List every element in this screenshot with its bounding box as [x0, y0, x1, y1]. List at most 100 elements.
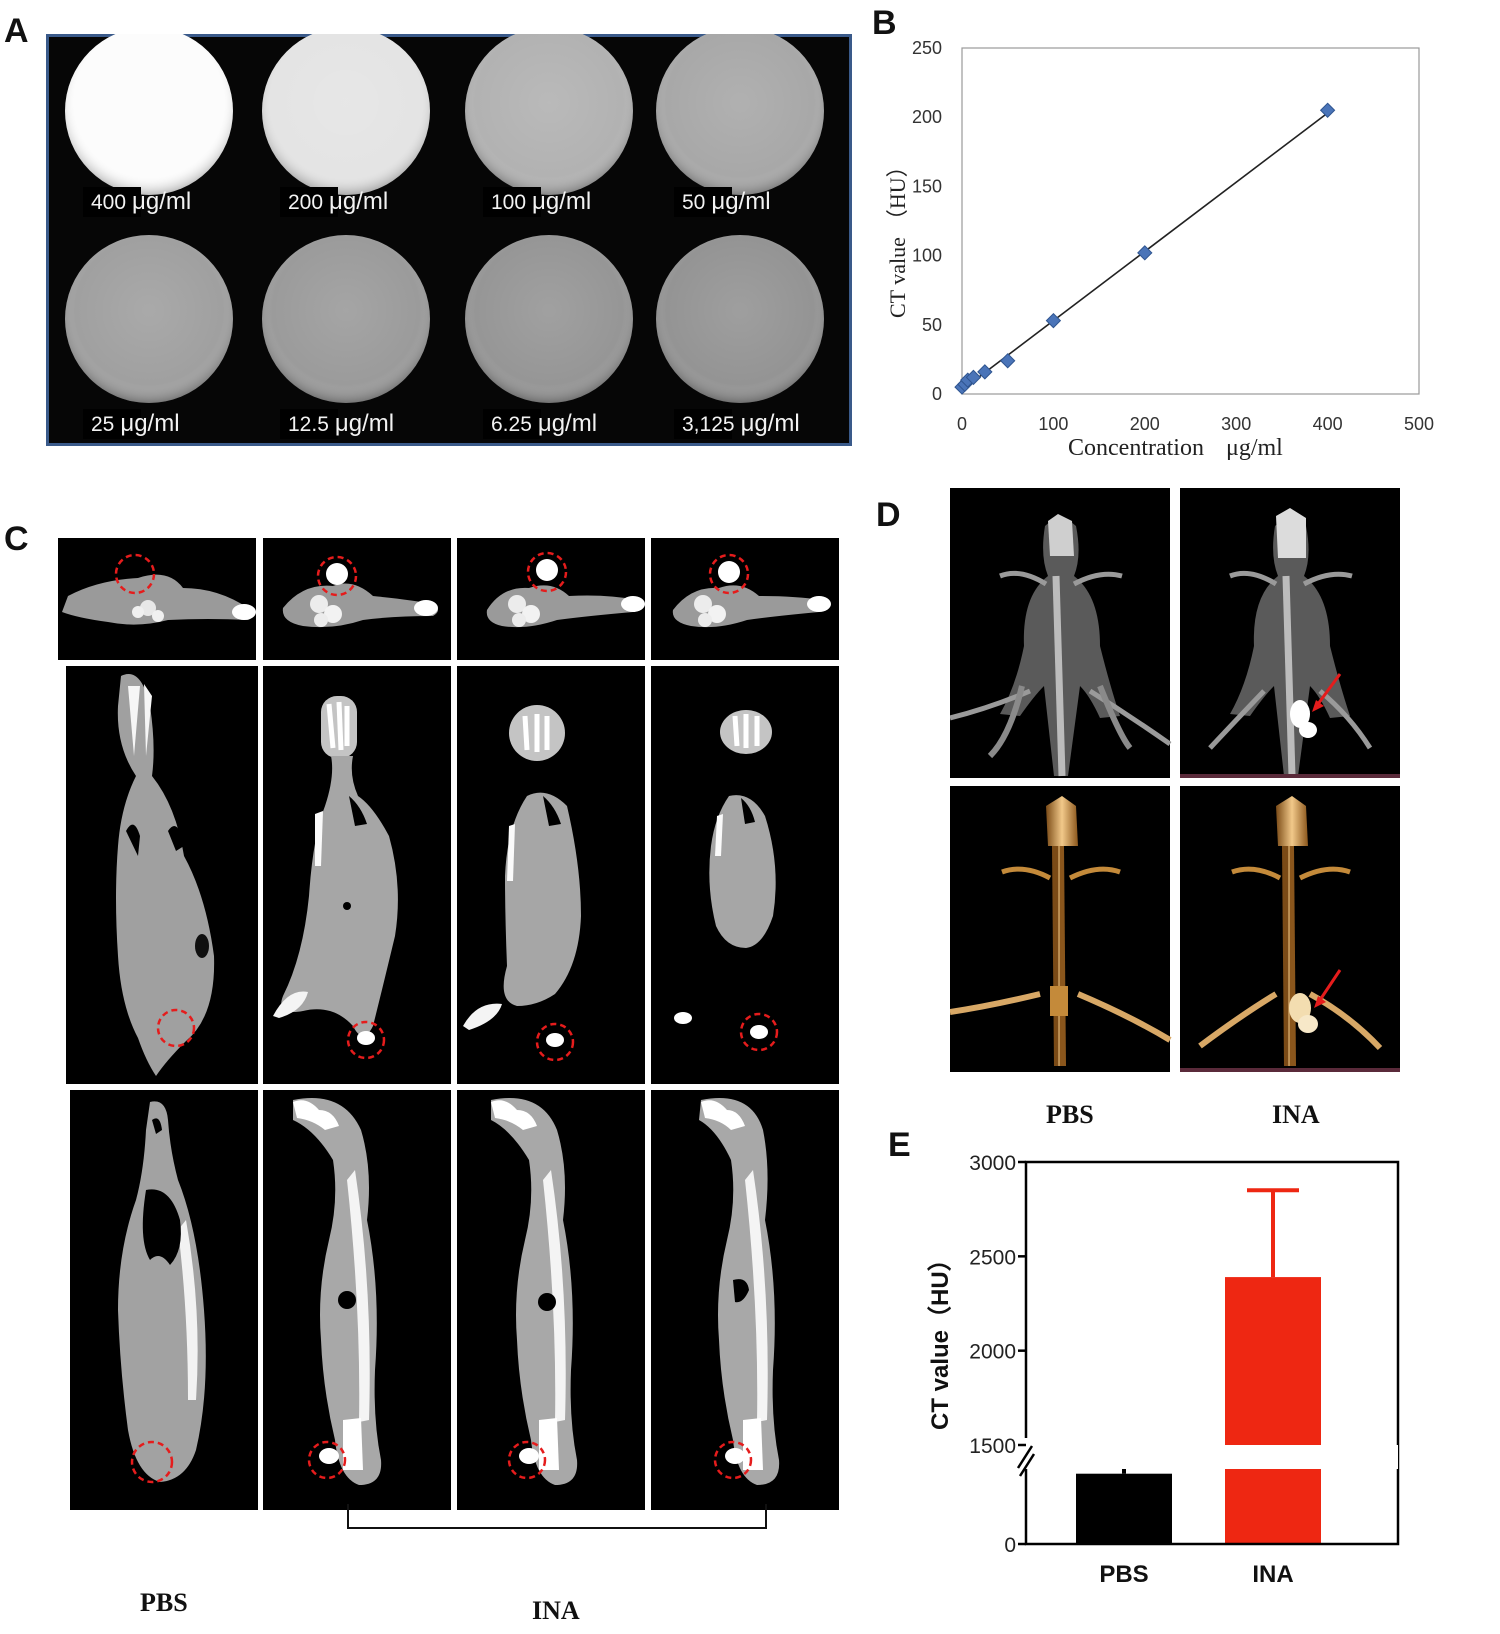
chart-e-ytick-label: 2000	[969, 1341, 1016, 1364]
chart-e-ytick-label: 3000	[969, 1152, 1016, 1175]
ct-calibration-chart: 0 50 100 150 200 250 0 100 200 300 400 500 CT value…	[885, 38, 1434, 461]
coronal-slice-ina-3	[651, 666, 839, 1084]
panel-d-label-ina: INA	[1272, 1100, 1320, 1129]
well-concentration-label: 25 μg/ml	[91, 410, 180, 437]
sagittal-slice-pbs	[70, 1090, 258, 1510]
coronal-slice-ina-2	[457, 666, 645, 1084]
chart-b-data-point	[977, 364, 993, 380]
region-marker	[713, 1440, 753, 1480]
axial-slice-ina-1	[263, 538, 451, 660]
axial-slice-ina-3	[651, 538, 839, 660]
panel-d-label-pbs: PBS	[1046, 1100, 1094, 1129]
chart-b-data-point	[999, 353, 1016, 369]
phantom-well-shade	[465, 34, 633, 195]
ct-projection-pbs	[950, 488, 1172, 778]
chart-b-ytick-label: 150	[912, 176, 942, 196]
phantom-well-shade	[65, 235, 233, 403]
panel-label-e: E	[888, 1126, 911, 1164]
region-marker	[316, 555, 358, 597]
region-marker	[739, 1012, 779, 1052]
chart-b-data-point	[965, 369, 982, 386]
axial-slice-row	[58, 538, 839, 660]
coronal-slice-ina-1	[263, 666, 451, 1084]
chart-b-ytick-label: 100	[912, 246, 942, 266]
chart-b-ytick-label: 200	[912, 107, 942, 127]
chart-b-xtick-label: 0	[957, 414, 967, 434]
panel-label-b: B	[872, 4, 897, 42]
region-marker	[507, 1440, 547, 1480]
well-concentration-label: 400 μg/ml	[91, 188, 191, 215]
well-concentration-label: 3,125 μg/ml	[682, 410, 800, 437]
chart-b-xtick-label: 100	[1038, 414, 1068, 434]
well-label-box	[280, 409, 338, 439]
well-label-box	[674, 187, 732, 217]
chart-b-xtick-label: 300	[1221, 414, 1251, 434]
sagittal-slice-ina-1	[263, 1090, 451, 1510]
chart-e-ytick-label: 2500	[969, 1246, 1016, 1269]
group-label-pbs: PBS	[140, 1588, 188, 1617]
chart-b-ytick-label: 250	[912, 38, 942, 58]
chart-e-ylabel: CT value（HU）	[927, 1247, 954, 1430]
volume-render-ina	[1180, 786, 1400, 1072]
volume-render-pbs	[950, 786, 1172, 1072]
well-label-box	[83, 187, 141, 217]
chart-b-ylabel: CT value（HU）	[885, 155, 910, 318]
phantom-well-shade	[465, 235, 633, 403]
chart-e-category-label: PBS	[1099, 1561, 1148, 1588]
well-label-box	[483, 409, 541, 439]
panel-label-c: C	[4, 520, 29, 558]
region-marker	[526, 551, 568, 593]
group-label-ina: INA	[532, 1596, 580, 1625]
well-concentration-label: 100 μg/ml	[491, 188, 591, 215]
chart-b-ytick-label: 50	[922, 315, 942, 335]
chart-e-bar	[1076, 1473, 1172, 1544]
ina-group-bracket	[347, 1504, 767, 1529]
well-label-box	[483, 187, 541, 217]
well-concentration-label: 200 μg/ml	[288, 188, 388, 215]
region-marker	[708, 553, 750, 595]
chart-b-data-point	[1319, 102, 1336, 118]
coronal-slice-row	[66, 666, 839, 1084]
sagittal-slice-ina-2	[457, 1090, 645, 1510]
chart-b-ytick-label: 0	[932, 384, 942, 404]
phantom-well-shade	[262, 34, 430, 195]
chart-b-data-point	[1137, 245, 1153, 261]
chart-b-xtick-label: 400	[1313, 414, 1343, 434]
sagittal-slice-row	[70, 1090, 839, 1510]
panel-label-a: A	[4, 12, 29, 50]
coronal-slice-pbs	[66, 666, 258, 1084]
well-concentration-label: 6.25 μg/ml	[491, 410, 597, 437]
sagittal-slice-ina-3	[651, 1090, 839, 1510]
region-marker	[114, 553, 156, 595]
phantom-well-shade	[65, 34, 233, 195]
chart-e-category-label: INA	[1252, 1561, 1293, 1588]
phantom-well-shade	[262, 235, 430, 403]
whole-body-ct-images	[950, 488, 1400, 1072]
region-marker	[346, 1020, 386, 1060]
chart-b-data-point	[1045, 312, 1062, 329]
phantom-well-shade	[656, 235, 824, 403]
chart-b-xtick-label: 500	[1404, 414, 1434, 434]
region-marker	[535, 1022, 575, 1062]
chart-b-xtick-label: 200	[1130, 414, 1160, 434]
ct-slice-grid	[58, 538, 839, 1529]
chart-e-axes-frame	[1024, 1160, 1400, 1546]
region-marker	[156, 1008, 196, 1048]
region-marker	[130, 1440, 174, 1484]
chart-b-plot-area	[961, 47, 1420, 395]
ct-projection-ina	[1180, 488, 1400, 778]
chart-e-bar	[1225, 1277, 1321, 1544]
well-label-box	[280, 187, 338, 217]
region-marker	[307, 1440, 347, 1480]
axial-slice-pbs	[58, 538, 256, 660]
well-concentration-label: 50 μg/ml	[682, 188, 771, 215]
well-label-box	[83, 409, 141, 439]
chart-b-xlabel: Concentration μg/ml	[1068, 435, 1283, 461]
chart-e-ytick-label: 1500	[969, 1435, 1016, 1458]
well-label-box	[674, 409, 732, 439]
ct-value-bar-chart: PBS INA 0 1500 2000 2500 3000 CT value（HU）	[927, 1152, 1400, 1588]
chart-e-ytick-label: 0	[1004, 1534, 1016, 1557]
phantom-well-image: 400 μg/ml 200 μg/ml 100 μg/ml 50 μg/ml 25 μg/ml 12…	[46, 34, 852, 446]
phantom-well-shade	[656, 34, 824, 195]
axis-break-mark	[1016, 1445, 1036, 1477]
